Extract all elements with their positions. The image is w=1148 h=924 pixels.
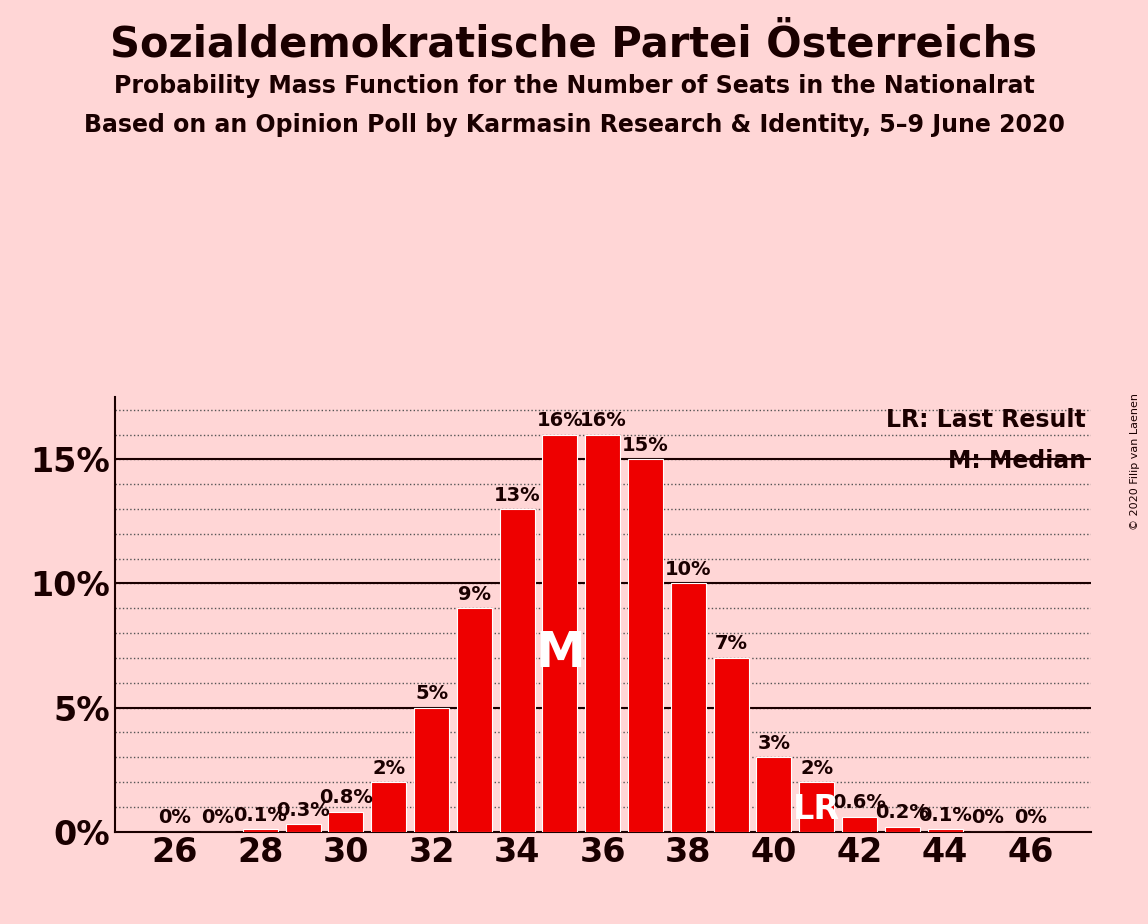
Text: LR: Last Result: LR: Last Result — [886, 408, 1086, 432]
Bar — [757, 757, 791, 832]
Text: 10%: 10% — [665, 560, 712, 579]
Bar — [328, 812, 364, 832]
Bar — [799, 782, 835, 832]
Bar — [928, 829, 963, 832]
Text: Sozialdemokratische Partei Österreichs: Sozialdemokratische Partei Österreichs — [110, 23, 1038, 65]
Bar — [371, 782, 406, 832]
Bar — [841, 817, 877, 832]
Text: 0%: 0% — [971, 808, 1004, 827]
Bar — [628, 459, 664, 832]
Text: Based on an Opinion Poll by Karmasin Research & Identity, 5–9 June 2020: Based on an Opinion Poll by Karmasin Res… — [84, 113, 1064, 137]
Bar — [885, 827, 920, 832]
Bar — [542, 434, 577, 832]
Text: M: M — [535, 629, 584, 677]
Bar — [457, 608, 491, 832]
Bar — [414, 708, 449, 832]
Text: 16%: 16% — [536, 411, 583, 430]
Bar — [714, 658, 748, 832]
Bar — [242, 829, 278, 832]
Text: M: Median: M: Median — [947, 449, 1086, 473]
Text: 9%: 9% — [458, 585, 491, 603]
Text: 16%: 16% — [580, 411, 626, 430]
Text: 0.3%: 0.3% — [277, 801, 329, 820]
Text: © 2020 Filip van Laenen: © 2020 Filip van Laenen — [1130, 394, 1140, 530]
Text: 13%: 13% — [494, 485, 541, 505]
Text: 0%: 0% — [201, 808, 234, 827]
Text: 0.8%: 0.8% — [319, 788, 373, 808]
Bar — [499, 509, 535, 832]
Text: 0.1%: 0.1% — [918, 806, 972, 824]
Bar — [585, 434, 620, 832]
Text: 0.6%: 0.6% — [832, 793, 886, 812]
Text: 0.1%: 0.1% — [233, 806, 287, 824]
Bar — [670, 583, 706, 832]
Text: 5%: 5% — [414, 684, 448, 703]
Text: 0%: 0% — [158, 808, 192, 827]
Text: LR: LR — [793, 793, 840, 826]
Text: 7%: 7% — [714, 635, 747, 653]
Text: 3%: 3% — [758, 734, 790, 753]
Text: 2%: 2% — [800, 759, 833, 777]
Text: Probability Mass Function for the Number of Seats in the Nationalrat: Probability Mass Function for the Number… — [114, 74, 1034, 98]
Bar — [286, 824, 320, 832]
Text: 15%: 15% — [622, 436, 669, 455]
Text: 2%: 2% — [372, 759, 405, 777]
Text: 0.2%: 0.2% — [876, 803, 929, 822]
Text: 0%: 0% — [1014, 808, 1047, 827]
